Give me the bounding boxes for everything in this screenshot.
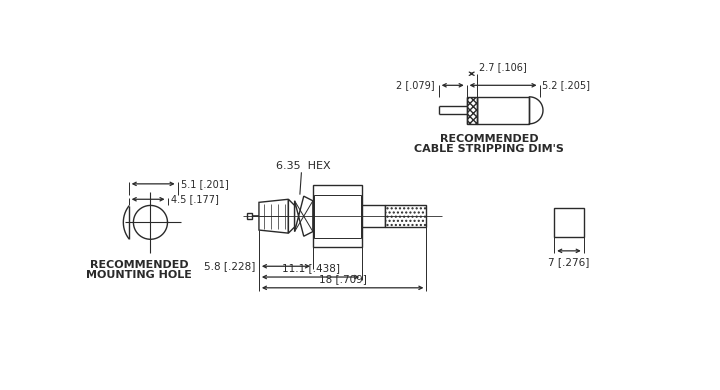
Text: 5.8 [.228]: 5.8 [.228] [204, 261, 256, 271]
Text: 6.35  HEX: 6.35 HEX [276, 161, 331, 171]
Bar [315, 195, 361, 238]
Text: CABLE STRIPPING DIM'S: CABLE STRIPPING DIM'S [414, 144, 564, 154]
Polygon shape [259, 199, 289, 233]
Text: 7 [.276]: 7 [.276] [548, 257, 590, 267]
Bar [248, 213, 252, 219]
Text: MOUNTING HOLE: MOUNTING HOLE [86, 270, 192, 280]
Text: 5.2 [.205]: 5.2 [.205] [542, 80, 590, 90]
Text: 5.1 [.201]: 5.1 [.201] [181, 179, 228, 189]
Text: RECOMMENDED: RECOMMENDED [89, 260, 188, 270]
Bar [384, 206, 426, 227]
Bar [362, 206, 384, 227]
Bar [313, 185, 362, 247]
Text: 2.7 [.106]: 2.7 [.106] [479, 62, 527, 72]
Bar [554, 208, 584, 237]
Text: 18 [.709]: 18 [.709] [319, 274, 366, 284]
Bar [467, 97, 477, 124]
Text: 2 [.079]: 2 [.079] [396, 80, 435, 90]
Bar [477, 97, 529, 124]
Text: RECOMMENDED: RECOMMENDED [440, 134, 539, 144]
Polygon shape [294, 196, 313, 236]
Text: 11.1 [.438]: 11.1 [.438] [282, 263, 340, 273]
Polygon shape [289, 199, 294, 233]
Text: 4.5 [.177]: 4.5 [.177] [171, 194, 218, 204]
